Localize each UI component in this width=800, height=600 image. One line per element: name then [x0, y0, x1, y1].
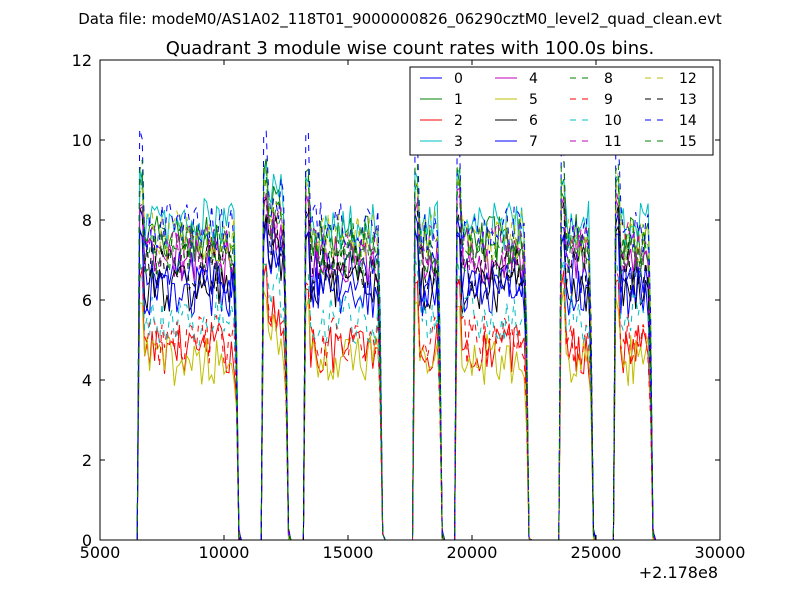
series-line-9	[132, 265, 656, 540]
y-tick-label: 0	[82, 531, 92, 550]
legend-label-3: 3	[454, 134, 463, 150]
legend-label-8: 8	[604, 71, 613, 87]
x-tick-label: 15000	[323, 543, 374, 562]
legend-label-10: 10	[604, 113, 622, 129]
x-offset-label: +2.178e8	[639, 563, 718, 582]
legend-label-5: 5	[529, 92, 538, 108]
legend-label-15: 15	[679, 134, 697, 150]
series-line-15	[132, 158, 656, 540]
legend-label-11: 11	[604, 134, 622, 150]
y-tick-label: 10	[72, 131, 92, 150]
series-line-14	[132, 129, 656, 540]
series-line-2	[132, 263, 656, 540]
suptitle: Data file: modeM0/AS1A02_118T01_90000008…	[78, 10, 722, 29]
series-line-6	[132, 214, 656, 540]
chart-title: Quadrant 3 module wise count rates with …	[166, 38, 655, 59]
legend-label-4: 4	[529, 71, 538, 87]
x-tick-label: 30000	[695, 543, 746, 562]
legend-label-12: 12	[679, 71, 697, 87]
legend-label-7: 7	[529, 134, 538, 150]
axes-frame	[99, 59, 721, 541]
legend-label-14: 14	[679, 113, 697, 129]
legend-label-6: 6	[529, 113, 538, 129]
series-line-8	[132, 175, 656, 540]
legend-label-2: 2	[454, 113, 463, 129]
y-tick-label: 4	[82, 371, 92, 390]
series-line-5	[132, 288, 656, 540]
legend-box	[409, 66, 714, 156]
legend-label-0: 0	[454, 71, 463, 87]
series-line-13	[132, 197, 656, 540]
y-tick-label: 6	[82, 291, 92, 310]
x-tick-label: 20000	[447, 543, 498, 562]
y-tick-label: 2	[82, 451, 92, 470]
series-line-7	[132, 222, 656, 540]
x-tick-label: 5000	[80, 543, 121, 562]
x-tick-label: 25000	[571, 543, 622, 562]
legend-label-13: 13	[679, 92, 697, 108]
legend-label-9: 9	[604, 92, 613, 108]
legend-label-1: 1	[454, 92, 463, 108]
x-tick-label: 10000	[199, 543, 250, 562]
y-tick-label: 8	[82, 211, 92, 230]
y-tick-label: 12	[72, 51, 92, 70]
series-layer	[132, 129, 656, 540]
series-line-3	[132, 164, 656, 540]
